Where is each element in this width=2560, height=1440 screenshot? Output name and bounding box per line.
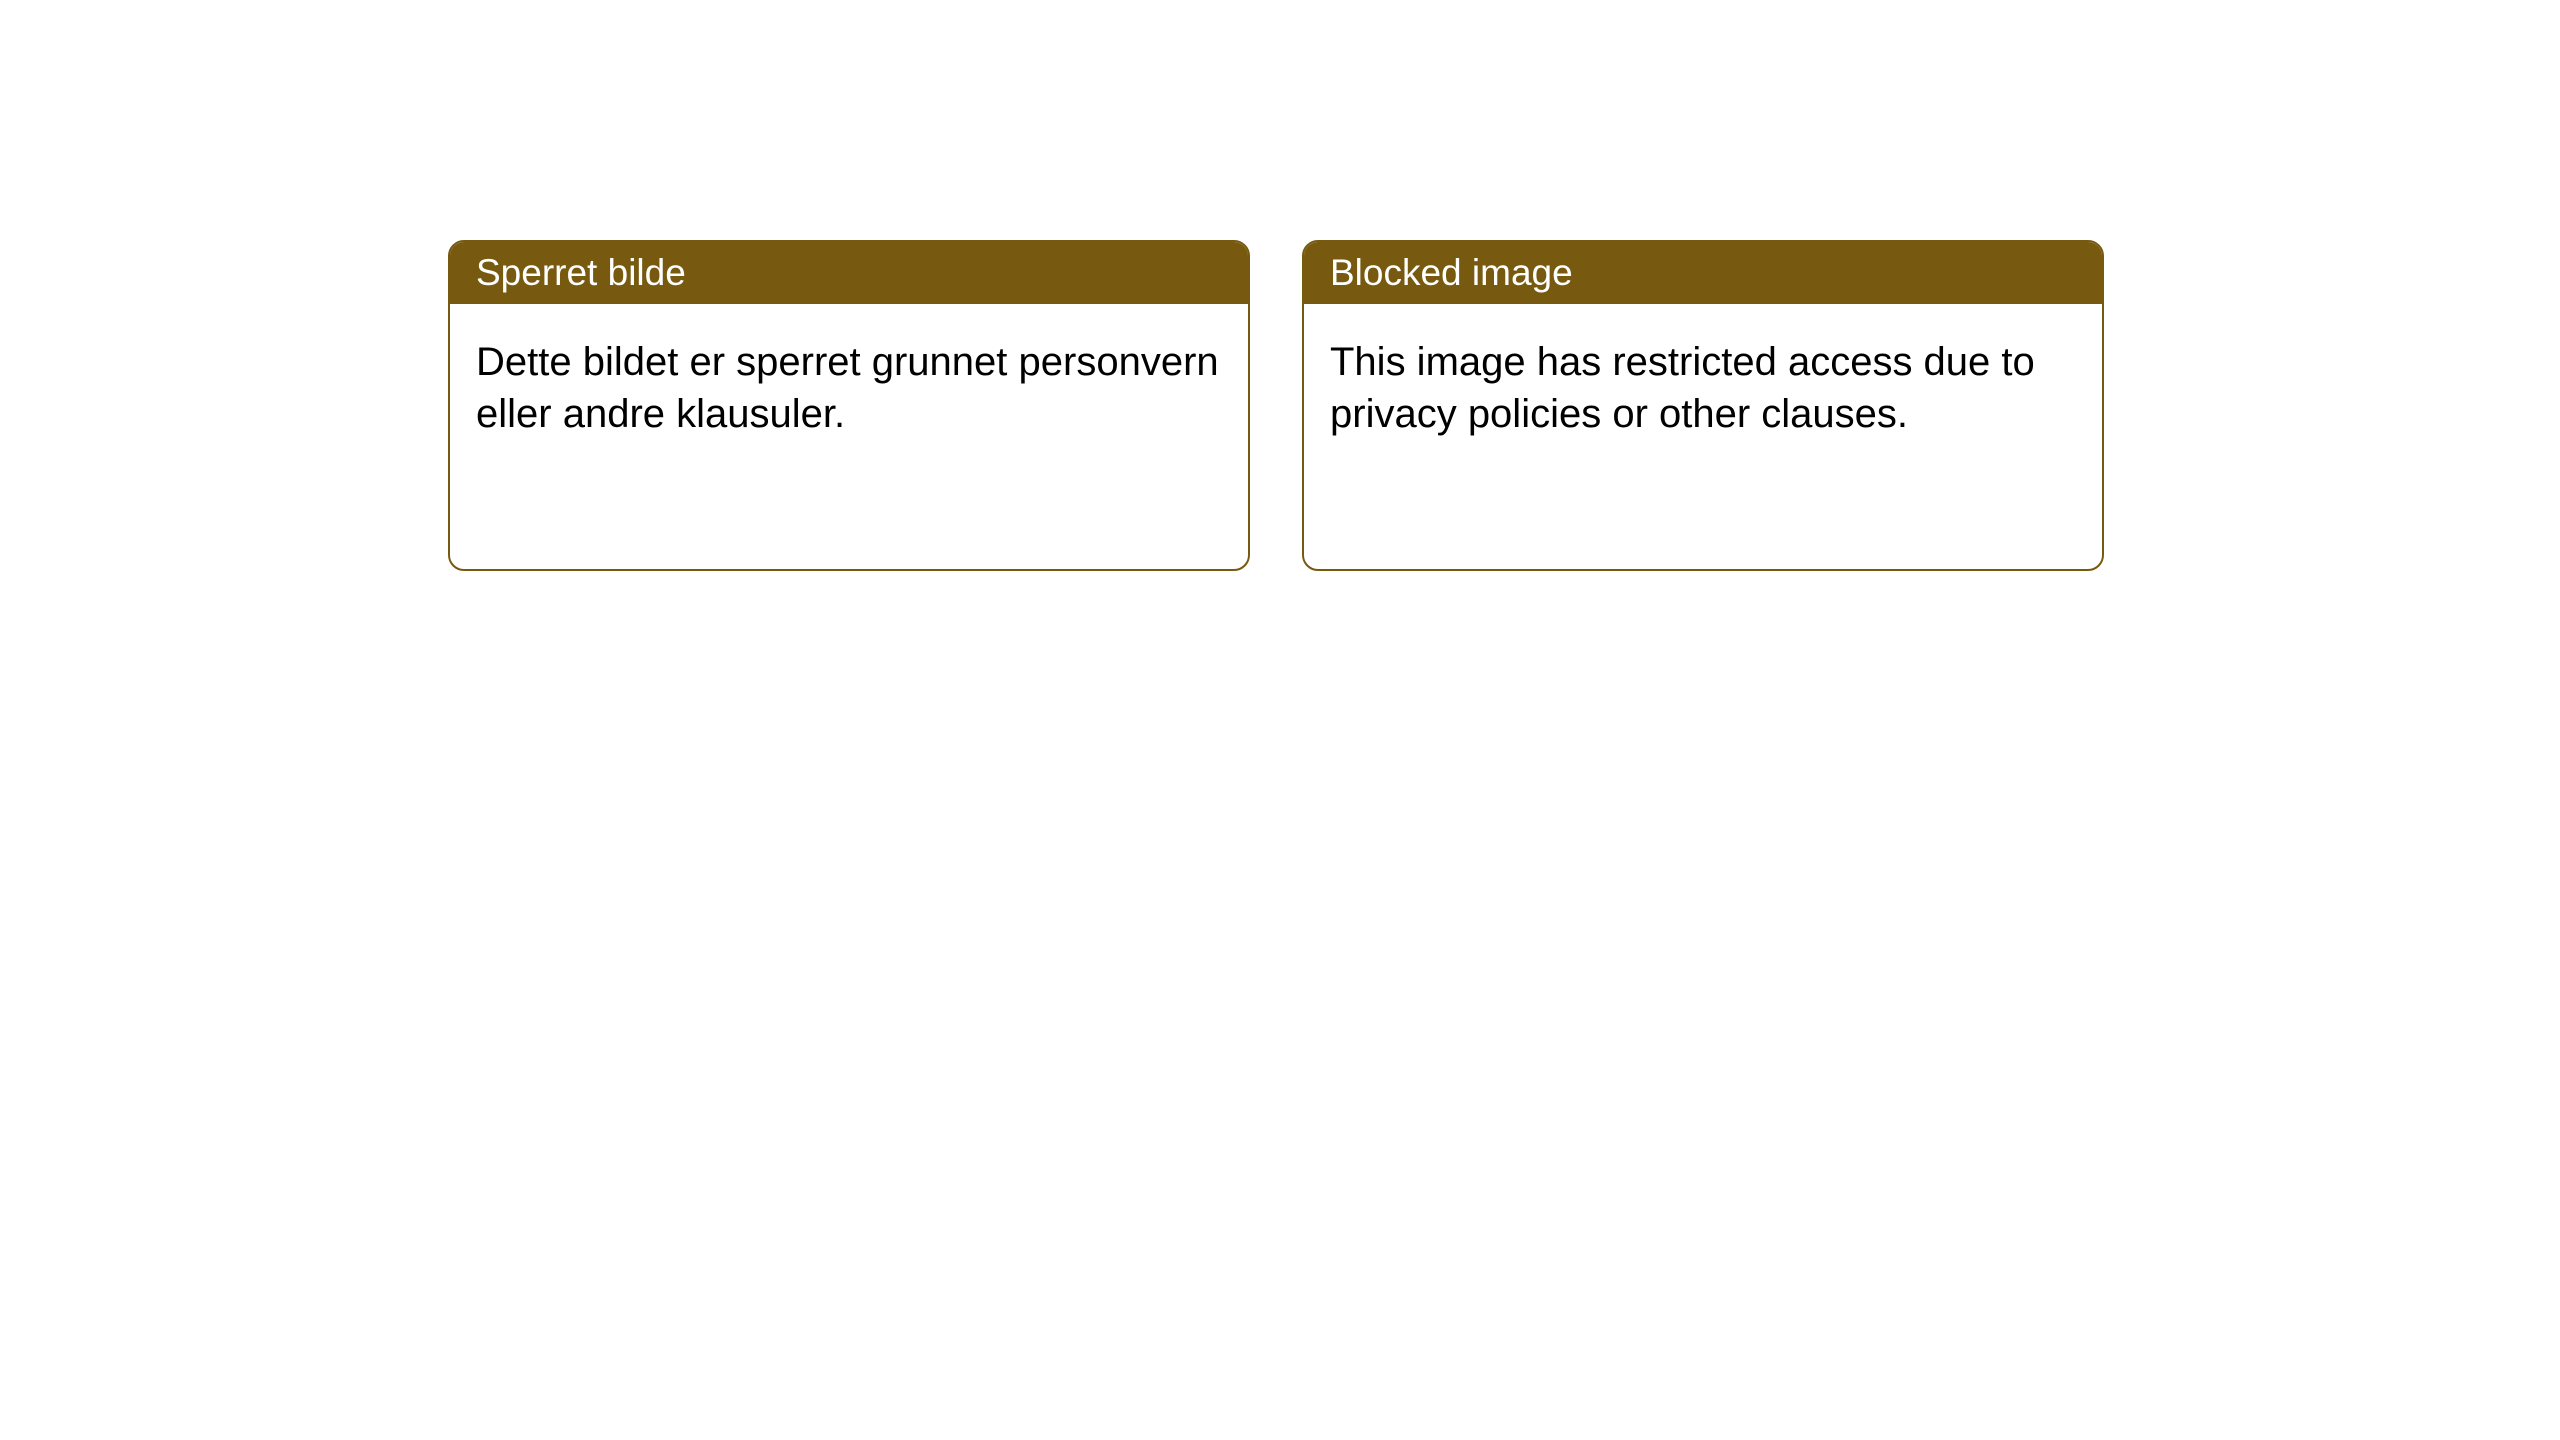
panel-header-english: Blocked image: [1304, 242, 2102, 304]
panel-body-norwegian: Dette bildet er sperret grunnet personve…: [450, 304, 1248, 472]
notice-panel-norwegian: Sperret bilde Dette bildet er sperret gr…: [448, 240, 1250, 571]
notice-panel-english: Blocked image This image has restricted …: [1302, 240, 2104, 571]
panel-header-norwegian: Sperret bilde: [450, 242, 1248, 304]
panel-body-english: This image has restricted access due to …: [1304, 304, 2102, 472]
notice-container: Sperret bilde Dette bildet er sperret gr…: [0, 0, 2560, 571]
